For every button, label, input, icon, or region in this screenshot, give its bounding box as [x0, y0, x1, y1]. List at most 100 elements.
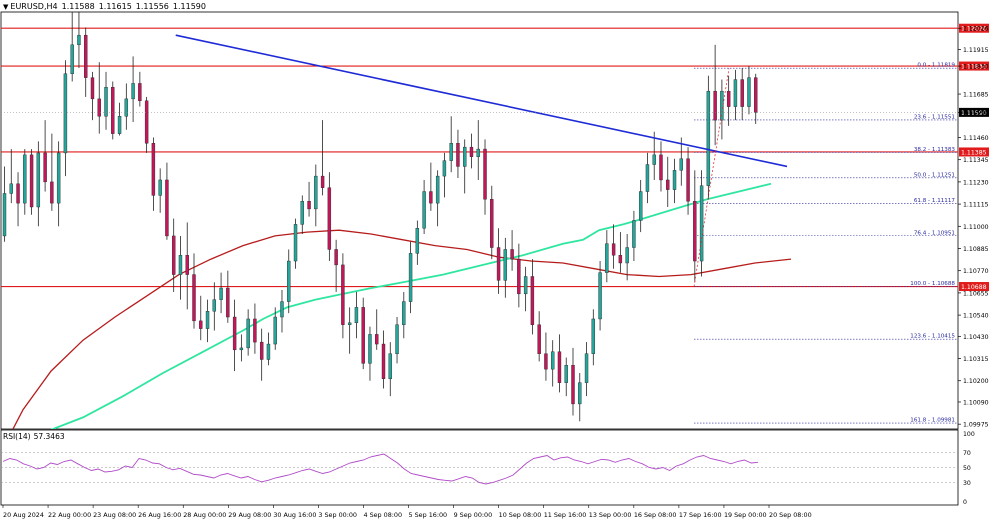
candle-body: [259, 341, 264, 360]
candle: [273, 307, 277, 350]
candle: [43, 120, 47, 192]
candle: [2, 166, 7, 242]
rsi-label: RSI(14): [3, 432, 31, 441]
candle-body: [178, 255, 183, 275]
candle: [185, 222, 189, 310]
fib-level-label: 38.2 - 1.11383: [914, 147, 956, 153]
candle: [557, 334, 562, 393]
candle-body: [422, 191, 426, 229]
rsi-line: [2, 453, 759, 485]
candle: [307, 181, 311, 217]
candle: [50, 133, 54, 211]
fib-anchor-line: [693, 68, 730, 287]
candle-body: [747, 77, 751, 107]
fibonacci-levels: 0.0 - 1.11819 23.6 - 1.11551 38.2 - 1.1138…: [694, 63, 958, 424]
candle: [36, 141, 41, 227]
time-axis: 20 Aug 2024 22 Aug 00:00 23 Aug 08:00 26 Au…: [2, 505, 812, 519]
fib-level-label: 23.6 - 1.11551: [914, 114, 956, 120]
candle-body: [672, 170, 677, 190]
time-tick-label: 11 Sep 16:00: [544, 511, 587, 519]
candle-body: [726, 90, 731, 107]
candle-body: [29, 154, 34, 208]
candle: [361, 297, 365, 370]
candle-body: [490, 199, 494, 248]
candle: [733, 69, 738, 121]
candle: [415, 220, 420, 265]
fib-level-label: 0.0 - 1.11819: [917, 63, 955, 69]
candle-body: [632, 220, 636, 248]
price-tick-label: 1.11685: [963, 92, 989, 99]
candle: [395, 317, 399, 364]
candle: [178, 235, 183, 300]
blue-trendline: [175, 34, 788, 168]
candle: [84, 27, 88, 97]
candle-body: [266, 343, 271, 360]
candle: [584, 342, 589, 397]
candle: [199, 295, 203, 341]
price-panel[interactable]: [0, 11, 959, 430]
candle: [246, 309, 250, 356]
candle: [672, 158, 677, 204]
candle: [293, 218, 298, 269]
candle: [611, 224, 616, 269]
rsi-value: 57.3463: [33, 432, 65, 441]
candle-body: [381, 343, 386, 380]
candle: [442, 152, 447, 198]
candle: [56, 141, 61, 227]
time-tick-label: 10 Sep 08:00: [499, 511, 542, 519]
candle: [63, 60, 68, 177]
candle-body: [469, 146, 474, 157]
candle-body: [117, 116, 122, 134]
candle-body: [287, 260, 291, 302]
candle: [320, 120, 325, 196]
dropdown-triangle-icon[interactable]: ▼: [3, 3, 9, 11]
candle: [259, 328, 264, 381]
candle: [564, 357, 568, 397]
candle: [205, 299, 210, 343]
candle: [652, 131, 656, 180]
candle-body: [564, 365, 568, 383]
candle-body: [517, 258, 521, 295]
candle: [381, 330, 386, 389]
candle-body: [544, 353, 548, 370]
time-tick-label: 4 Sep 08:00: [363, 511, 402, 519]
candle: [544, 332, 548, 381]
rsi-level-label: 0: [963, 499, 967, 506]
candle: [632, 210, 636, 262]
candle: [435, 170, 440, 227]
candle: [747, 66, 751, 115]
ohlc-high: 1.11615: [98, 2, 132, 11]
candle: [591, 309, 596, 366]
candle: [171, 218, 176, 292]
candle: [456, 129, 460, 179]
candle: [375, 309, 379, 350]
candle: [490, 185, 494, 260]
candle-body: [151, 143, 156, 196]
time-tick-label: 13 Sep 00:00: [589, 511, 632, 519]
level-label: 1.11830: [961, 64, 987, 71]
candle-body: [192, 274, 196, 322]
price-tick-label: 1.10430: [963, 334, 989, 341]
candle-body: [347, 322, 352, 325]
candle: [463, 139, 467, 194]
candle-body: [23, 154, 27, 204]
candle-body: [138, 83, 142, 102]
rsi-level-label: 30: [963, 480, 971, 487]
candle: [151, 137, 156, 211]
candle: [314, 164, 318, 227]
candle: [192, 253, 196, 329]
price-tick-label: 1.10655: [963, 290, 989, 297]
candle-body: [300, 200, 304, 225]
candle: [686, 147, 690, 215]
candle: [517, 243, 521, 308]
ohlc-close: 1.11590: [172, 2, 206, 11]
time-tick-label: 30 Aug 16:00: [273, 511, 316, 519]
candle: [300, 195, 304, 235]
candle: [693, 170, 697, 283]
candle-body: [699, 185, 704, 262]
candle-body: [314, 175, 318, 210]
candle-body: [185, 255, 189, 275]
candle-body: [77, 34, 81, 46]
candle: [550, 340, 555, 387]
